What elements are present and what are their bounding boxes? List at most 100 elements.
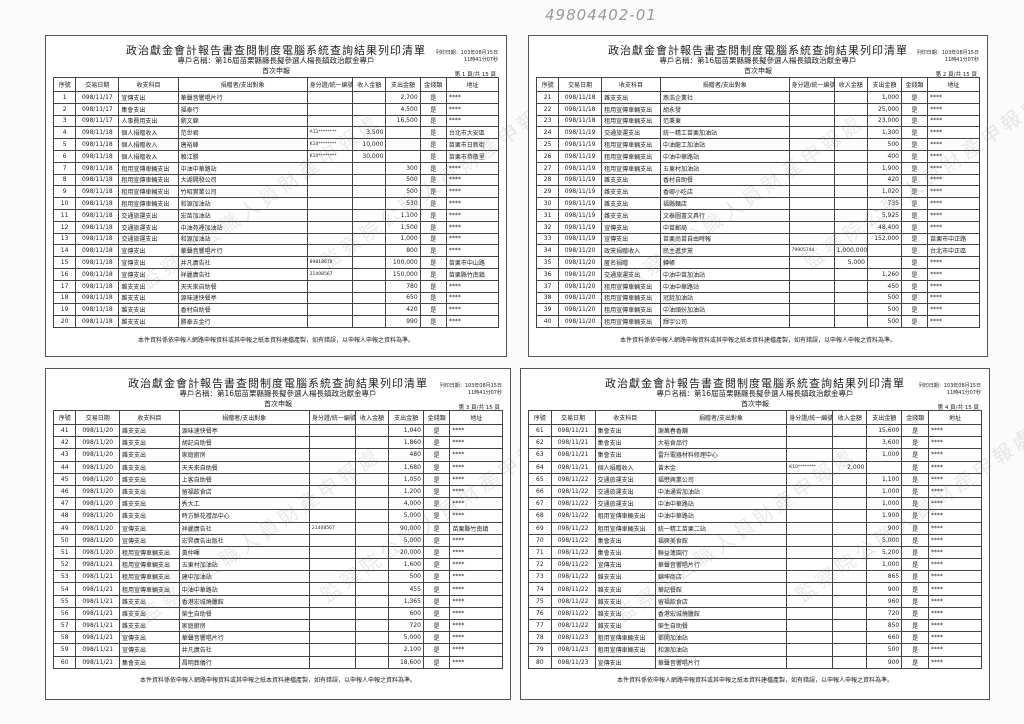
- cell-counterparty: 福泰行: [177, 102, 308, 116]
- cell-address: ****: [445, 197, 500, 210]
- table-row: 64 098/11/21 個人捐贈收入 曾木金 K10******** 2,000 是 ***…: [528, 460, 983, 474]
- cell-address: ****: [445, 91, 500, 104]
- cell-id-number: [308, 472, 356, 486]
- cell-id-number: [308, 497, 356, 511]
- table-row: 79 098/11/23 租用宣傳車輛支出 和源加油站 500 是 ****: [528, 643, 983, 657]
- page-number: 第 1 頁/共 15 頁: [454, 72, 496, 78]
- cell-counterparty: 福興美食館: [654, 533, 788, 547]
- cell-date: 098/11/20: [75, 545, 120, 560]
- cell-counterparty: 五東村加油站: [660, 161, 790, 175]
- cell-expense: 1,300: [866, 126, 903, 140]
- cell-income: [354, 545, 390, 560]
- cell-expense: 15,600: [866, 423, 903, 438]
- cell-counterparty: 竹昭實業公司: [177, 185, 308, 199]
- cell-cash-type: 是: [901, 423, 929, 438]
- cell-expense: 960: [866, 594, 903, 608]
- cell-income: [354, 460, 390, 474]
- cell-id-number: [786, 436, 834, 450]
- cell-date: 098/11/18: [558, 102, 603, 116]
- cell-expense: 3,600: [866, 436, 903, 450]
- column-header-date: 交易日期: [550, 410, 596, 425]
- cell-date: 098/11/20: [75, 521, 120, 535]
- cell-income: [354, 521, 390, 535]
- table-row: 48 098/11/20 雜支支出 時方鮮花禮品中心 5,000 是 ****: [52, 509, 503, 523]
- column-header-date: 交易日期: [558, 77, 603, 92]
- cell-seq: 76: [528, 606, 552, 621]
- cell-id-number: [788, 197, 835, 210]
- cell-expense: 1,260: [866, 267, 903, 281]
- cell-seq: 42: [52, 436, 77, 450]
- cell-income: [832, 643, 868, 657]
- cell-id-number: K10********: [786, 460, 834, 474]
- cell-expense: 2,700: [385, 91, 421, 104]
- cell-category: 租用宣傳車輛支出: [118, 173, 179, 187]
- cell-expense: 2,100: [388, 643, 424, 657]
- table-row: 67 098/11/22 交通旅運支出 中油中華路站 1,000 是 ****: [528, 497, 983, 511]
- cell-id-number: [306, 220, 354, 234]
- cell-seq: 72: [528, 558, 552, 572]
- cell-counterparty: 昌明葬儀行: [178, 655, 310, 669]
- cell-cash-type: 是: [419, 114, 447, 128]
- cell-address: ****: [445, 244, 500, 258]
- cell-category: 宣傳支出: [601, 232, 662, 246]
- cell-category: 雜支支出: [594, 570, 656, 584]
- disclaimer-footer: 本件資料係依申報人網路申報資料或其申報之紙本資料建檔產製，如有錯誤，以申報人申報…: [137, 337, 414, 344]
- cell-address: ****: [449, 472, 503, 486]
- cell-counterparty: 謝萬春香舖: [654, 423, 788, 438]
- cell-income: [832, 497, 868, 511]
- cell-id-number: [308, 509, 356, 523]
- cell-date: 098/11/18: [75, 208, 120, 222]
- cell-seq: 62: [528, 436, 552, 450]
- cell-expense: 5,200: [866, 545, 903, 560]
- cell-counterparty: 留福飲食店: [654, 594, 788, 608]
- cell-id-number: [308, 655, 356, 669]
- table-header-row: 序號 交易日期 收支科目 捐贈者/支出對象 身分證/統一編號 收入金額 支出金額 金錢類 地址: [52, 410, 503, 425]
- cell-expense: 500: [866, 291, 903, 305]
- column-header-cash-type: 金錢類: [419, 77, 447, 92]
- cell-income: [832, 545, 868, 560]
- cell-address: ****: [927, 521, 983, 535]
- table-row: 15 098/11/18 宣傳支出 井凡廣告社 89818678 100,000 是苗栗市中…: [52, 256, 500, 269]
- cell-category: 租用宣傳車輛支出: [118, 161, 179, 175]
- cell-income: [354, 618, 390, 633]
- cell-category: 租用宣傳車輛支出: [601, 114, 662, 128]
- cell-cash-type: 是: [900, 91, 929, 104]
- cell-seq: 29: [535, 185, 560, 199]
- cell-expense: 400: [866, 149, 903, 163]
- cell-income: [832, 594, 868, 608]
- cell-category: 雜支支出: [601, 91, 662, 104]
- cell-id-number: [306, 303, 354, 317]
- cell-counterparty: 中苗郵局: [660, 220, 790, 234]
- table-row: 36 098/11/20 交通旅運支出 中油中苗加油站 1,260 是 ****: [535, 267, 980, 281]
- cell-expense: 455: [388, 582, 424, 596]
- cell-expense: 20,000: [388, 545, 424, 560]
- table-row: 45 098/11/20 雜支支出 上客自助餐 1,050 是 ****: [52, 472, 503, 486]
- cell-date: 098/11/22: [550, 606, 596, 621]
- cell-counterparty: 范秉東: [660, 114, 790, 128]
- cell-seq: 77: [528, 618, 552, 633]
- cell-counterparty: 苗栗尚苗自由時報: [660, 232, 790, 246]
- cell-date: 098/11/18: [75, 185, 120, 199]
- cell-expense: 1,000: [866, 91, 903, 104]
- cell-cash-type: 是: [901, 582, 929, 596]
- cell-income: [833, 232, 868, 246]
- cell-counterparty: 源味速快餐亭: [177, 291, 308, 305]
- cell-date: 098/11/22: [550, 472, 596, 486]
- cell-cash-type: 是: [422, 618, 451, 633]
- cell-expense: 1,200: [388, 484, 424, 499]
- cell-seq: 43: [52, 448, 77, 462]
- table-row: 34 098/11/20 政黨捐贈收入 民主進步黨 79905744 1,000,000 是…: [535, 244, 980, 258]
- cell-income: [833, 291, 868, 305]
- table-row: 24 098/11/19 交通旅運支出 統一精工苗栗加油站 1,300 是 ****: [535, 126, 980, 140]
- cell-counterparty: 香港宏城燒臘館: [654, 606, 788, 621]
- cell-date: 098/11/20: [75, 423, 120, 438]
- cell-id-number: [306, 114, 354, 128]
- cell-category: 租用宣傳車輛支出: [601, 161, 662, 175]
- table-row: 59 098/11/21 宣傳支出 井凡廣告社 2,100 是 ****: [52, 643, 503, 657]
- table-row: 16 098/11/18 宣傳支出 祥麗廣告社 21408567 150,000 是苗栗縣竹…: [52, 267, 500, 281]
- cell-expense: 530: [385, 197, 421, 210]
- cell-cash-type: 是: [422, 655, 451, 669]
- cell-income: [352, 91, 387, 104]
- table-row: 66 098/11/22 交通旅運支出 中油通霄加油站 1,000 是 ****: [528, 484, 983, 499]
- cell-category: 租用宣傳車輛支出: [601, 291, 662, 305]
